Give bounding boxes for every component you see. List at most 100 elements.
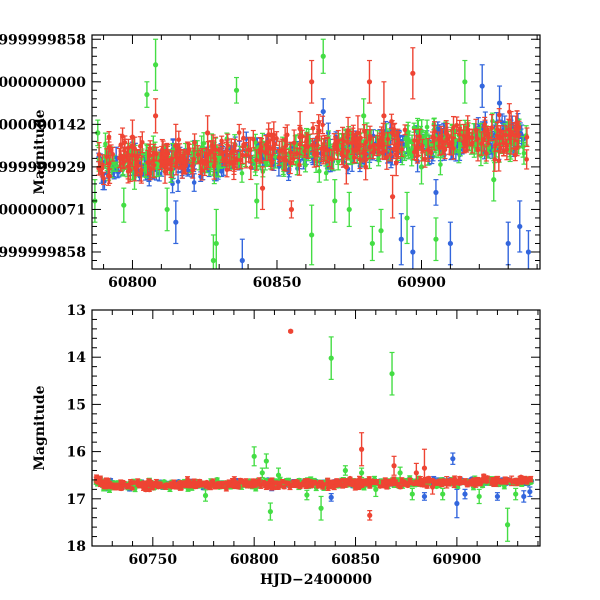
data-point (389, 194, 396, 200)
data-point (195, 152, 201, 158)
data-point (454, 122, 460, 128)
data-point (412, 138, 417, 143)
data-point (175, 179, 181, 184)
data-point (106, 134, 112, 140)
data-point (239, 257, 245, 264)
data-point (228, 149, 234, 155)
data-point (239, 170, 245, 176)
data-point (375, 143, 381, 148)
data-point (117, 155, 122, 161)
data-point (234, 157, 240, 163)
data-point (399, 146, 405, 152)
data-point (224, 167, 230, 173)
data-point (99, 163, 105, 169)
data-point (147, 171, 153, 177)
data-point (349, 140, 355, 146)
data-point (277, 149, 282, 154)
data-point (241, 135, 246, 141)
data-point (320, 53, 326, 59)
data-point (106, 145, 112, 150)
data-point (105, 173, 111, 179)
data-point (210, 257, 216, 264)
data-point (173, 143, 179, 149)
data-point (144, 91, 150, 98)
top-panel: 60800 60850 60900 16.39999999999999858 16.50… (0, 32, 541, 291)
data-point (120, 161, 126, 166)
data-point (495, 126, 500, 132)
data-point (378, 228, 384, 234)
data-point (164, 206, 170, 213)
data-point (213, 240, 219, 247)
data-point (182, 160, 187, 165)
data-point (204, 152, 209, 158)
data-point (168, 161, 174, 167)
y-axis-label: Magnitude (32, 109, 48, 194)
data-point (191, 156, 197, 162)
data-point (127, 167, 133, 173)
data-point (138, 171, 144, 176)
plot-area (92, 38, 532, 269)
data-point (403, 136, 408, 142)
data-point (263, 150, 268, 155)
data-point (433, 236, 439, 242)
data-point (137, 143, 143, 149)
data-point (339, 151, 345, 157)
y-tick-label: 16.60000000000000142 (0, 117, 86, 133)
data-point (370, 149, 376, 155)
data-point (248, 165, 254, 170)
data-point (265, 146, 271, 151)
data-point (288, 206, 295, 213)
data-point (212, 156, 218, 162)
data-point (202, 161, 208, 167)
data-point (432, 129, 437, 134)
data-point (496, 158, 502, 164)
data-point (216, 165, 221, 170)
data-point (198, 160, 203, 165)
data-point (135, 154, 140, 160)
series-0 (96, 64, 532, 269)
y-tick-label: 16.50000000000000000 (0, 75, 86, 91)
data-point (489, 125, 495, 130)
plot-area (93, 328, 535, 542)
data-point (442, 147, 448, 152)
data-point (96, 152, 102, 157)
data-point (254, 198, 260, 204)
data-point (107, 161, 112, 166)
data-point (388, 152, 393, 157)
plot-frame (91, 34, 541, 270)
data-point (191, 180, 197, 185)
data-point (394, 152, 399, 157)
data-point (451, 125, 456, 130)
data-point (185, 150, 190, 155)
data-point (121, 155, 127, 160)
data-point (361, 113, 367, 119)
data-point (297, 126, 303, 132)
data-point (269, 160, 275, 165)
data-point (110, 151, 115, 157)
series-2 (96, 47, 530, 219)
data-point (254, 157, 259, 163)
data-point (425, 147, 431, 153)
data-point (173, 219, 179, 225)
data-point (309, 232, 315, 238)
data-point (392, 133, 397, 138)
data-point (496, 100, 503, 106)
data-point (240, 152, 245, 158)
data-point (163, 159, 169, 165)
data-point (422, 156, 428, 162)
data-point (219, 138, 224, 144)
data-point (139, 139, 145, 145)
data-point (381, 113, 387, 119)
data-point (369, 240, 375, 247)
y-tick-label: 16.39999999999999858 (0, 32, 86, 48)
data-point (385, 136, 391, 142)
data-point (310, 126, 316, 131)
data-point (398, 236, 404, 242)
data-point (103, 141, 108, 147)
x-tick-label: 60850 (253, 275, 302, 291)
data-point (160, 147, 165, 153)
data-point (457, 127, 463, 133)
data-point (274, 136, 279, 141)
data-point (366, 79, 373, 85)
